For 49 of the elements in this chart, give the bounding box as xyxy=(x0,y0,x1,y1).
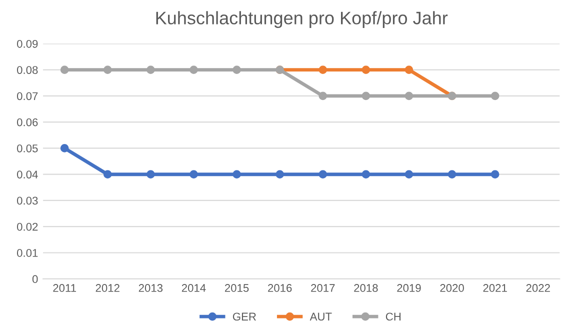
point xyxy=(232,170,241,179)
point xyxy=(448,170,456,179)
point xyxy=(362,170,370,179)
y-tick-label: 0.05 xyxy=(17,144,38,152)
x-tick-label: 2016 xyxy=(268,284,292,292)
x-tick-label: 2015 xyxy=(224,284,249,292)
chart-title: Kuhschlachtungen pro Kopf/pro Jahr xyxy=(156,11,448,28)
x-tick-label: 2014 xyxy=(182,284,206,292)
point xyxy=(404,92,414,100)
y-tick-label: 0 xyxy=(32,275,38,284)
legend-label: CH xyxy=(386,312,401,321)
y-tick-label: 0.04 xyxy=(17,170,38,178)
x-tick-label: 2013 xyxy=(138,284,163,292)
x-tick-label: 2020 xyxy=(440,284,464,292)
y-tick-label: 0.03 xyxy=(17,196,38,205)
point xyxy=(404,66,414,74)
y-tick-label: 0.01 xyxy=(17,249,38,257)
x-tick-label: 2018 xyxy=(354,284,378,292)
x-tick-label: 2022 xyxy=(526,284,550,292)
point xyxy=(60,144,69,152)
point xyxy=(103,66,112,74)
point xyxy=(318,92,328,100)
point xyxy=(318,170,328,179)
point xyxy=(190,66,198,74)
point xyxy=(60,66,69,74)
point xyxy=(103,170,112,179)
y-tick-label: 0.06 xyxy=(17,118,38,126)
point xyxy=(362,92,370,100)
y-tick-label: 0.02 xyxy=(17,222,38,231)
point xyxy=(404,170,414,179)
point xyxy=(362,66,370,74)
point xyxy=(146,170,155,179)
point xyxy=(232,66,241,74)
point xyxy=(490,92,500,100)
x-tick-label: 2021 xyxy=(483,284,507,292)
legend-label: AUT xyxy=(310,312,332,321)
x-tick-label: 2012 xyxy=(96,284,120,292)
y-tick-label: 0.08 xyxy=(17,66,38,74)
legend-label: GER xyxy=(232,312,256,321)
point xyxy=(146,66,155,74)
x-tick-label: 2017 xyxy=(311,284,335,292)
point xyxy=(490,170,500,179)
point xyxy=(318,66,328,74)
x-tick-label: 2011 xyxy=(53,284,76,292)
point xyxy=(190,170,198,179)
point xyxy=(276,170,284,179)
y-tick-label: 0.09 xyxy=(17,40,38,48)
y-tick-label: 0.07 xyxy=(17,92,38,100)
x-tick-label: 2019 xyxy=(397,284,421,292)
